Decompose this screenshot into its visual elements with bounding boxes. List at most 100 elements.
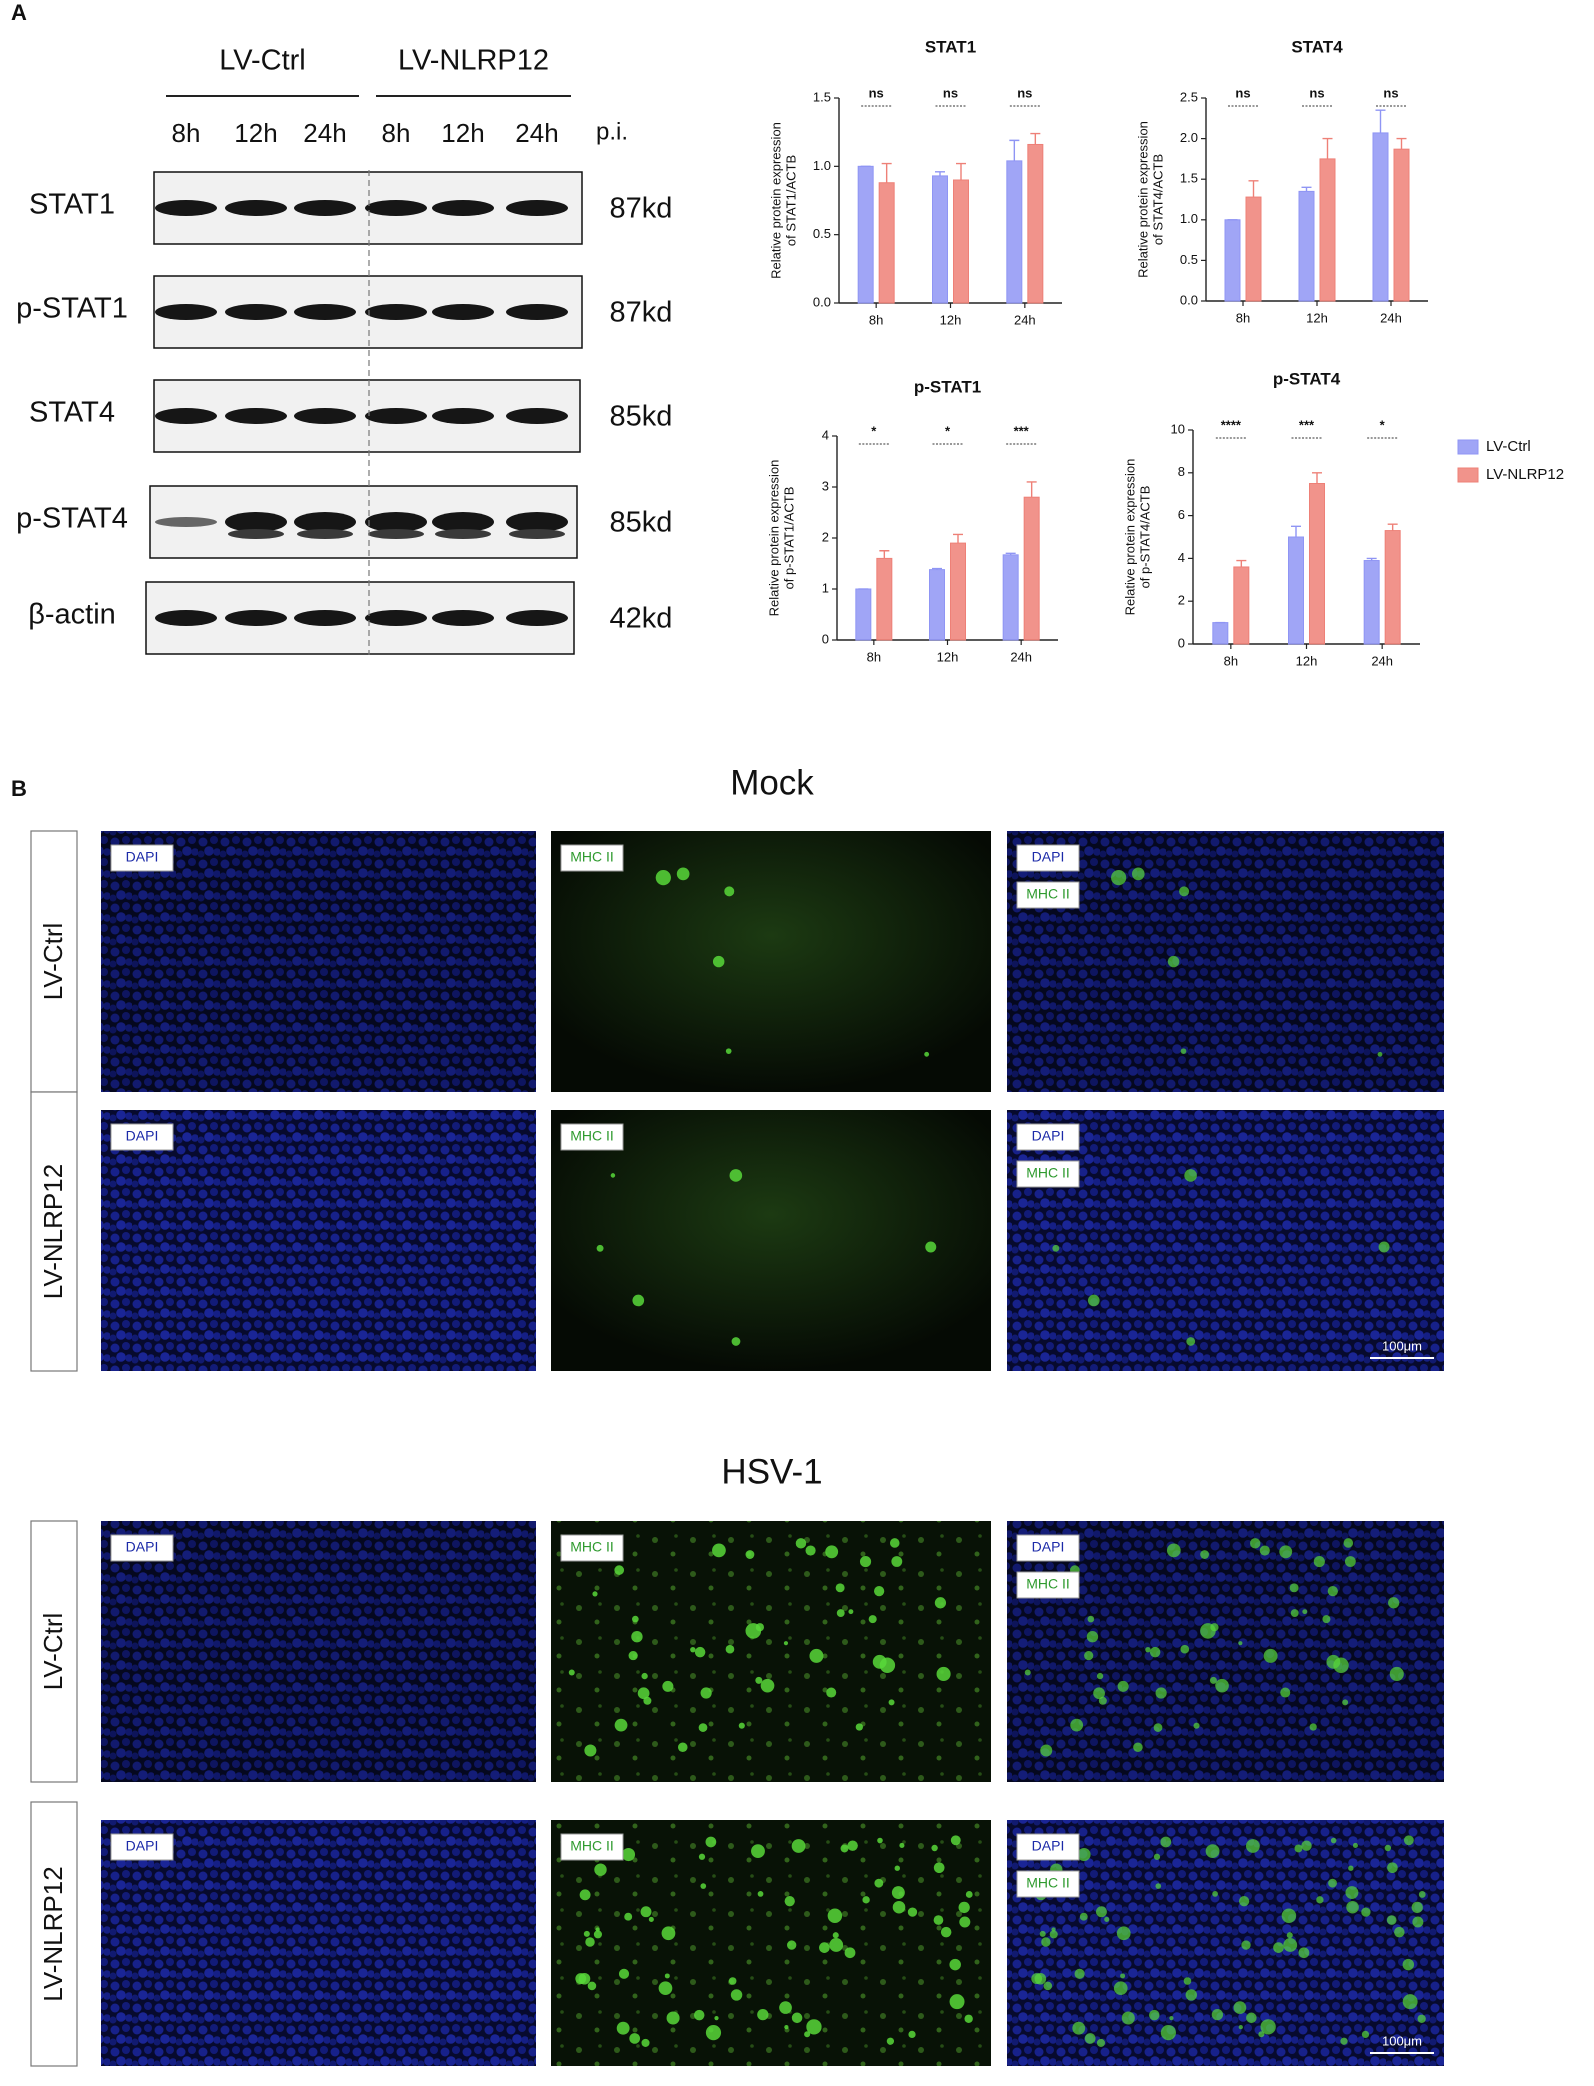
bar [1309,483,1325,645]
mhc-cell [1185,1989,1198,2001]
mhc-cell [1273,1942,1284,1953]
mhc-cell [1049,1930,1058,1939]
row-label: LV-NLRP12 [38,1866,68,2001]
error-bar [1322,137,1333,159]
mhc-cell [1120,1973,1126,1979]
mhc-cell [862,1896,870,1904]
mhc-cell [1327,1585,1338,1597]
mhc-cell [677,1742,688,1753]
mhc-cell [1024,1669,1031,1676]
y-tick-label: 1.5 [813,89,831,104]
mhc-cell [1179,886,1190,897]
error-bar [1236,559,1247,567]
mhc-cell [610,1173,616,1178]
mhc-cell [583,1930,590,1937]
y-tick-label: 1.5 [1180,171,1198,186]
timepoint-label: 8h [172,118,201,148]
mhc-cell [751,1844,765,1859]
scale-bar-label: 100μm [1382,2033,1422,2048]
size-label: 87kd [610,193,673,225]
blot-band [155,610,217,626]
mhc-cell [1346,1900,1359,1914]
condition-title: HSV-1 [721,1452,822,1491]
blot-band [506,304,568,320]
mhc-cell [1250,1538,1261,1549]
y-tick-label: 1.0 [813,158,831,173]
error-bar [1248,180,1259,198]
bar [1298,190,1315,302]
mhc-cell [1386,1915,1397,1925]
mhc-cell [826,1687,837,1698]
bar [1245,196,1262,302]
mhc-cell [1281,1908,1297,1923]
significance-label: ns [943,85,958,100]
mhc-cell [1215,1678,1229,1693]
row-label-box [30,1801,78,2067]
mhc-cell [964,2014,973,2023]
error-bar [879,550,890,559]
x-tick-label: 8h [1224,653,1238,668]
x-tick-label: 12h [940,312,962,327]
mhc-cell [658,1981,673,1996]
mhc-cell [1246,2012,1257,2024]
significance-label: ns [1383,85,1398,100]
blot-band [368,529,424,539]
bar [1027,143,1044,304]
bar [1288,536,1304,645]
mhc-cell [1086,1631,1099,1643]
error-bar [1366,557,1377,561]
mhc-cell [1167,955,1180,968]
mhc-cell [949,1958,961,1971]
mhc-cell [783,1641,789,1646]
mhc-cell [1279,1545,1293,1559]
mhc-cell [795,1538,807,1549]
mhc-cell [757,1891,764,1897]
channel-tag [560,1833,624,1861]
mhc-cell [666,2011,680,2025]
protein-label: β-actin [28,599,116,631]
micrograph [1007,1521,1444,1782]
bar-chart: STAT1 Relative protein expression of STAT1… [768,37,1062,327]
mhc-cell [779,2001,792,2014]
x-tick-label: 8h [1236,310,1250,325]
channel-tag [560,1123,624,1151]
mhc-cell [698,1853,706,1860]
mhc-cell [1412,1916,1424,1928]
y-axis-label: Relative protein expression [1122,459,1137,616]
chart-title: STAT4 [1291,37,1343,56]
mhc-cell [847,1840,858,1851]
mhc-cell [1160,1836,1172,1848]
micrograph [101,1110,536,1371]
blot-band [225,610,287,626]
mhc-cell [1209,1676,1217,1684]
row-label-box [30,830,78,1093]
channel-tag [110,1123,174,1151]
mhc-cell [632,1615,639,1623]
error-bar [1375,109,1386,133]
significance-label: * [1380,417,1386,432]
x-tick-label: 8h [867,649,881,664]
blot-band [432,200,494,216]
legend-swatch [1457,439,1479,455]
mhc-cell [664,1973,670,1979]
panel-b: B Mock LV-Ctrl DAPI MHC II DAPI MHC II LV-NLRP… [11,763,1444,2067]
y-tick-label: 2.5 [1180,89,1198,104]
mhc-cell [949,1994,965,2010]
channel-tag-label: DAPI [126,849,159,865]
significance-label: *** [1014,423,1030,438]
mhc-cell [1333,1657,1349,1673]
mhc-cell [874,1585,885,1597]
blot-band [225,304,287,320]
mhc-cell [725,1048,732,1054]
channel-tag [110,844,174,872]
mhc-cell [1280,1687,1291,1698]
y-axis-label: Relative protein expression [768,122,783,279]
error-bar [1387,523,1398,531]
mhc-cell [1031,1973,1043,1985]
mhc-cell [729,1169,743,1182]
mhc-cell [1169,2016,1174,2021]
mhc-cell [705,1836,717,1848]
channel-tag [1016,1534,1080,1562]
mhc-cell [1384,1844,1392,1852]
mhc-cell [1322,1615,1331,1624]
